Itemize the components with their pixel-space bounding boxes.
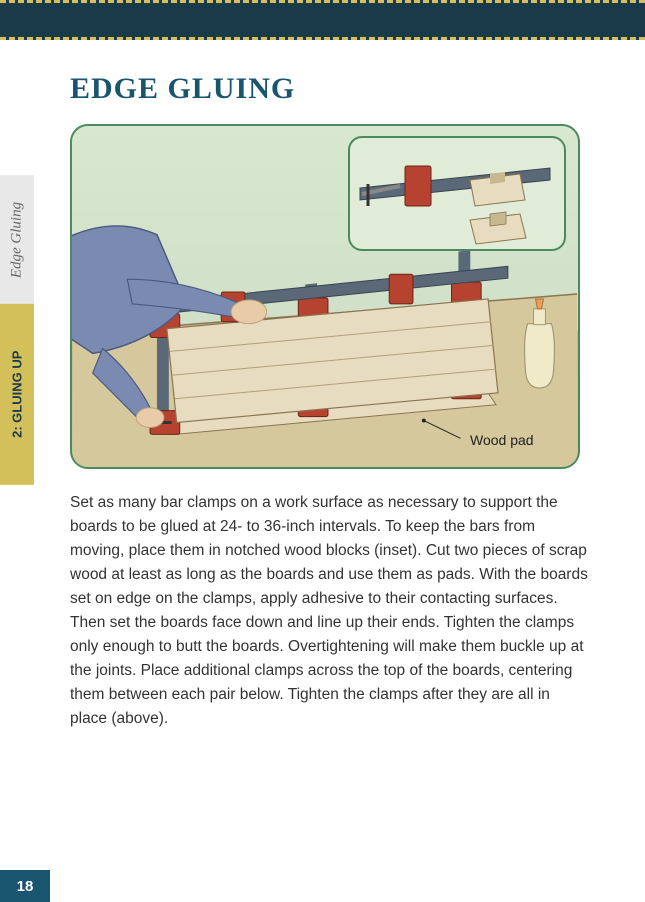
section-label: Edge Gluing [0,175,34,304]
chapter-tab: Edge Gluing 2: GLUING UP [0,175,34,485]
page-number: 18 [0,870,50,902]
chapter-title: GLUING UP [10,351,25,423]
callout-wood-pad: Wood pad [470,432,534,448]
illustration-inset [348,136,566,251]
chapter-number: 2: [10,427,25,439]
page-title: EDGE GLUING [70,72,600,106]
main-content: EDGE GLUING [70,72,600,731]
chapter-label: 2: GLUING UP [0,304,34,485]
illustration: Wood pad [70,124,580,469]
body-paragraph: Set as many bar clamps on a work surface… [70,491,590,731]
header-bar [0,0,645,40]
